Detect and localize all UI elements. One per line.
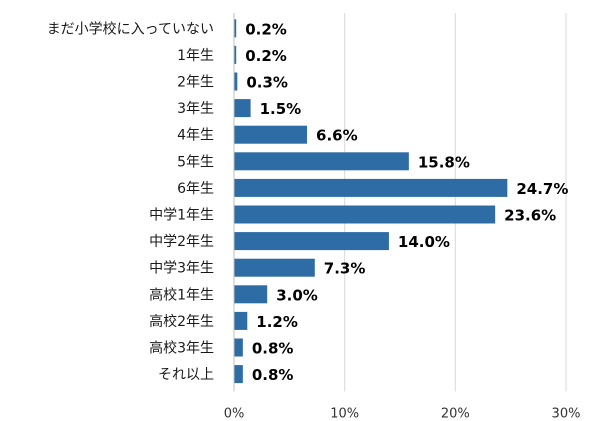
- data-label: 0.8%: [252, 340, 294, 358]
- category-label: まだ小学校に入っていない: [47, 20, 214, 37]
- data-label: 3.0%: [276, 286, 318, 304]
- data-label: 23.6%: [504, 207, 556, 225]
- data-label: 6.6%: [316, 127, 358, 145]
- data-label: 0.2%: [245, 20, 287, 38]
- bar: [234, 338, 243, 357]
- bar: [234, 152, 409, 171]
- bar: [234, 19, 237, 38]
- data-label: 24.7%: [516, 180, 568, 198]
- data-label: 0.3%: [246, 74, 288, 92]
- category-label: 5年生: [177, 154, 214, 170]
- bar: [234, 125, 308, 144]
- category-label: 高校2年生: [149, 313, 214, 330]
- category-label: 中学2年生: [149, 234, 214, 250]
- bar: [234, 178, 508, 197]
- x-tick-label: 30%: [552, 406, 581, 421]
- data-label: 15.8%: [418, 153, 470, 171]
- category-label: 6年生: [177, 181, 214, 197]
- data-label: 1.2%: [256, 313, 298, 331]
- category-label: 3年生: [177, 101, 214, 117]
- category-label: 高校1年生: [149, 286, 214, 303]
- category-label: 高校3年生: [149, 340, 214, 357]
- bar: [234, 72, 238, 91]
- bar: [234, 99, 251, 118]
- bar: [234, 285, 268, 304]
- data-label: 0.2%: [245, 47, 287, 65]
- data-label: 0.8%: [252, 366, 294, 384]
- bar: [234, 258, 315, 277]
- category-label: 中学3年生: [149, 261, 214, 277]
- data-label: 1.5%: [260, 100, 302, 118]
- category-label: それ以上: [158, 367, 214, 383]
- category-label: 中学1年生: [149, 208, 214, 224]
- bar: [234, 365, 243, 384]
- category-label: 4年生: [177, 128, 214, 144]
- category-label: 1年生: [177, 48, 214, 64]
- x-tick-label: 0%: [224, 406, 245, 421]
- bar: [234, 45, 237, 64]
- category-label: 2年生: [177, 75, 214, 91]
- bar: [234, 232, 389, 251]
- x-tick-label: 10%: [330, 406, 359, 421]
- bar: [234, 205, 496, 224]
- data-label: 14.0%: [398, 233, 450, 251]
- bar: [234, 311, 248, 330]
- x-tick-label: 20%: [441, 406, 470, 421]
- data-label: 7.3%: [324, 260, 366, 278]
